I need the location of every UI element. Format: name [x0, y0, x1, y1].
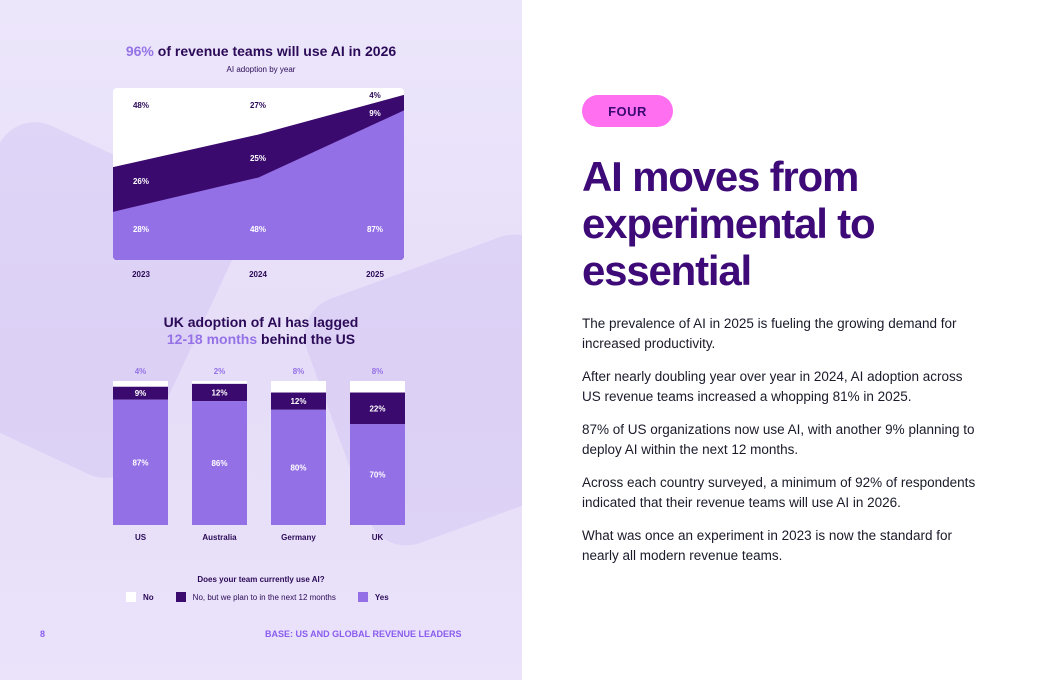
x-tick-label: Australia [202, 533, 237, 542]
bar-segment-plan [113, 386, 168, 400]
area-plot [113, 88, 404, 260]
legend-swatch-plan [175, 592, 186, 602]
data-label-plan: 22% [369, 404, 385, 413]
bar-segment-yes [113, 399, 168, 525]
area-yes [113, 110, 404, 260]
headline-line: AI moves from [582, 153, 859, 200]
bar-segment-no [271, 381, 326, 393]
legend-item-no: No [126, 592, 154, 602]
bar-segment-yes [271, 409, 326, 525]
data-label-yes: 87% [367, 225, 383, 234]
paragraph: What was once an experiment in 2023 is n… [582, 528, 952, 563]
x-tick-label: 2024 [249, 270, 267, 279]
legend-label-yes: Yes [374, 592, 389, 602]
paragraph: The prevalence of AI in 2025 is fueling … [582, 316, 957, 351]
bar-chart: 4% 9% 87% US 2% 12% 86% Australia 8% 12% 80% German… [113, 367, 405, 542]
left-panel: 96% of revenue teams will use AI in 2026… [0, 0, 522, 680]
paragraph: 87% of US organizations now use AI, with… [582, 422, 975, 457]
data-label-plan: 9% [369, 109, 381, 118]
bar-segment-no [113, 381, 168, 387]
bar-segment-plan [192, 383, 247, 402]
data-label-no: 8% [293, 367, 305, 376]
data-label-no: 4% [135, 367, 147, 376]
bar-chart-title: UK adoption of AI has lagged 12-18 month… [163, 314, 359, 347]
legend: No No, but we plan to in the next 12 mon… [126, 592, 411, 602]
paragraph: Across each country surveyed, a minimum … [582, 475, 976, 510]
paragraph: After nearly doubling year over year in … [582, 369, 963, 404]
legend-label-no: No [143, 592, 154, 602]
data-label-no: 27% [250, 101, 266, 110]
data-label-no: 2% [214, 367, 226, 376]
data-label-yes: 80% [290, 463, 306, 472]
data-label-yes: 28% [133, 225, 149, 234]
headline-line: experimental to [582, 200, 876, 247]
page-number: 8 [40, 629, 46, 639]
body-text: The prevalence of AI in 2025 is fueling … [582, 314, 982, 579]
data-label-no: 48% [133, 101, 149, 110]
headline: AI moves from experimental to essential [582, 153, 1022, 294]
footer-note: BASE: US AND GLOBAL REVENUE LEADERS [265, 629, 462, 639]
bar-segment-yes [350, 424, 405, 525]
legend-swatch-yes [357, 592, 368, 602]
data-label-no: 4% [369, 91, 381, 100]
section-badge: FOUR [582, 95, 673, 127]
bar-segment-no [350, 381, 405, 393]
legend-label-plan: No, but we plan to in the next 12 months [192, 592, 336, 602]
x-tick-label: US [135, 533, 147, 542]
data-label-yes: 48% [250, 225, 266, 234]
legend-swatch-no [126, 592, 136, 602]
bar-segment-no [192, 381, 247, 384]
data-label-yes: 86% [211, 459, 227, 468]
legend-title: Does your team currently use AI? [197, 575, 325, 584]
right-panel: FOUR AI moves from experimental to essen… [522, 0, 1040, 680]
data-label-yes: 70% [369, 471, 385, 480]
area-chart-title: 96% of revenue teams will use AI in 2026 [125, 43, 397, 59]
area-chart-subtitle: AI adoption by year [226, 65, 296, 74]
legend-item-plan: No, but we plan to in the next 12 months [175, 592, 336, 602]
data-label-plan: 12% [290, 397, 306, 406]
x-tick-label: 2023 [132, 270, 150, 279]
data-label-no: 8% [372, 367, 384, 376]
legend-item-yes: Yes [357, 592, 389, 602]
x-tick-label: Germany [281, 533, 316, 542]
bar-segment-plan [350, 392, 405, 425]
data-label-plan: 9% [135, 389, 147, 398]
data-label-plan: 12% [211, 389, 227, 398]
x-tick-label: 2025 [366, 270, 384, 279]
bar-segment-yes [192, 401, 247, 525]
data-label-plan: 26% [133, 177, 149, 186]
area-chart: 28% 48% 87% 26% 25% 9% 48% 27% 4% 2023 2024 2025 [113, 88, 404, 279]
data-label-yes: 87% [132, 458, 148, 467]
bar-segment-plan [271, 392, 326, 410]
headline-line: essential [582, 247, 752, 294]
x-tick-label: UK [372, 533, 384, 542]
data-label-plan: 25% [250, 154, 266, 163]
